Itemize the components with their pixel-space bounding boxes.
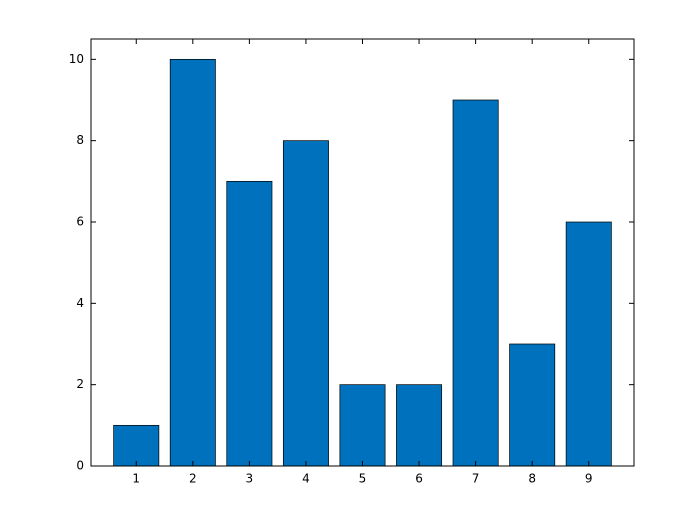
y-tick-label: 0 xyxy=(76,459,84,473)
bar xyxy=(282,140,329,467)
x-tick-label: 8 xyxy=(528,472,536,486)
y-tick-label: 4 xyxy=(76,296,84,310)
x-tick-label: 7 xyxy=(472,472,480,486)
x-tick-label: 6 xyxy=(415,472,423,486)
bar xyxy=(565,221,612,467)
x-tick-label: 4 xyxy=(302,472,310,486)
bar xyxy=(452,99,499,467)
x-tick-label: 9 xyxy=(585,472,593,486)
x-tick-label: 3 xyxy=(246,472,254,486)
x-tick-label: 2 xyxy=(189,472,197,486)
x-tick-label: 5 xyxy=(359,472,367,486)
bar xyxy=(396,384,443,467)
y-tick-label: 10 xyxy=(69,52,84,66)
y-tick-label: 2 xyxy=(76,377,84,391)
bar xyxy=(113,424,160,467)
y-tick-label: 6 xyxy=(76,215,84,229)
bar xyxy=(339,384,386,467)
bar xyxy=(509,343,556,467)
x-tick-label: 1 xyxy=(132,472,140,486)
bar xyxy=(226,180,273,467)
y-tick-label: 8 xyxy=(76,133,84,147)
bar xyxy=(169,58,216,467)
